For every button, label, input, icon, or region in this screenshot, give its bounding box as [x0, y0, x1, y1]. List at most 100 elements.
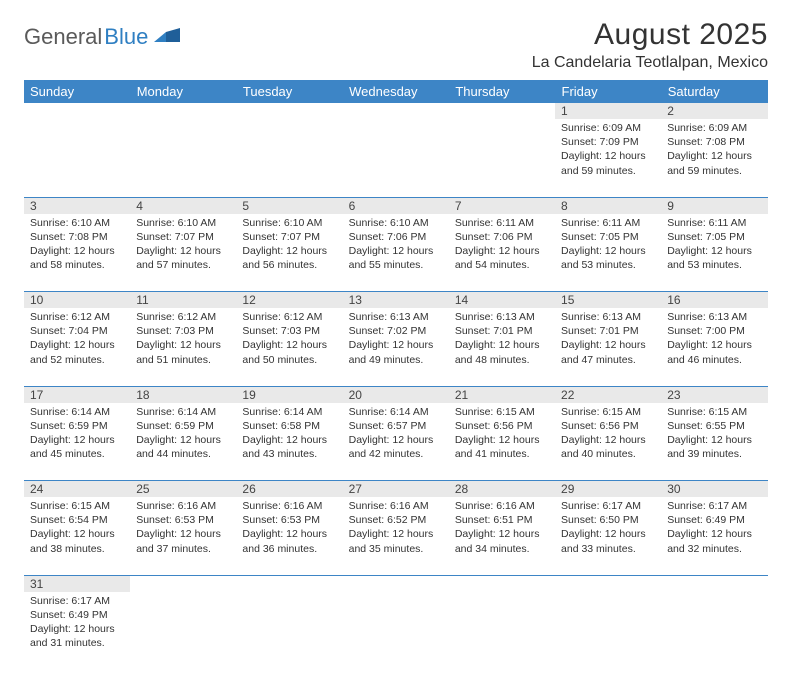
- day-number: 21: [449, 386, 555, 403]
- daylight-text: Daylight: 12 hours and 42 minutes.: [349, 433, 443, 461]
- day-number: 20: [343, 386, 449, 403]
- day-number: 9: [661, 197, 767, 214]
- day-cell: Sunrise: 6:16 AMSunset: 6:53 PMDaylight:…: [236, 497, 342, 575]
- cell-inner: Sunrise: 6:15 AMSunset: 6:56 PMDaylight:…: [449, 403, 555, 466]
- day-cell: Sunrise: 6:15 AMSunset: 6:55 PMDaylight:…: [661, 403, 767, 481]
- title-block: August 2025 La Candelaria Teotlalpan, Me…: [532, 18, 768, 72]
- daylight-text: Daylight: 12 hours and 44 minutes.: [136, 433, 230, 461]
- day-cell: Sunrise: 6:17 AMSunset: 6:50 PMDaylight:…: [555, 497, 661, 575]
- daylight-text: Daylight: 12 hours and 43 minutes.: [242, 433, 336, 461]
- sunset-text: Sunset: 7:05 PM: [561, 230, 655, 244]
- cell-inner: Sunrise: 6:10 AMSunset: 7:08 PMDaylight:…: [24, 214, 130, 277]
- sunset-text: Sunset: 7:08 PM: [30, 230, 124, 244]
- day-number: [130, 575, 236, 592]
- sunset-text: Sunset: 6:54 PM: [30, 513, 124, 527]
- sunrise-text: Sunrise: 6:13 AM: [667, 310, 761, 324]
- daylight-text: Daylight: 12 hours and 37 minutes.: [136, 527, 230, 555]
- daynum-row: 24252627282930: [24, 481, 768, 498]
- day-cell: Sunrise: 6:16 AMSunset: 6:52 PMDaylight:…: [343, 497, 449, 575]
- dayhead-mon: Monday: [130, 80, 236, 103]
- cell-inner: Sunrise: 6:16 AMSunset: 6:51 PMDaylight:…: [449, 497, 555, 560]
- sunset-text: Sunset: 6:57 PM: [349, 419, 443, 433]
- daylight-text: Daylight: 12 hours and 46 minutes.: [667, 338, 761, 366]
- day-content-row: Sunrise: 6:09 AMSunset: 7:09 PMDaylight:…: [24, 119, 768, 197]
- daylight-text: Daylight: 12 hours and 45 minutes.: [30, 433, 124, 461]
- sunset-text: Sunset: 6:49 PM: [667, 513, 761, 527]
- sunrise-text: Sunrise: 6:16 AM: [455, 499, 549, 513]
- day-cell: Sunrise: 6:17 AMSunset: 6:49 PMDaylight:…: [24, 592, 130, 670]
- sunrise-text: Sunrise: 6:14 AM: [30, 405, 124, 419]
- dayhead-sat: Saturday: [661, 80, 767, 103]
- daylight-text: Daylight: 12 hours and 40 minutes.: [561, 433, 655, 461]
- day-number: 3: [24, 197, 130, 214]
- day-cell: Sunrise: 6:17 AMSunset: 6:49 PMDaylight:…: [661, 497, 767, 575]
- day-cell: Sunrise: 6:10 AMSunset: 7:06 PMDaylight:…: [343, 214, 449, 292]
- day-number: 31: [24, 575, 130, 592]
- day-cell: [236, 119, 342, 197]
- day-cell: Sunrise: 6:13 AMSunset: 7:00 PMDaylight:…: [661, 308, 767, 386]
- daylight-text: Daylight: 12 hours and 49 minutes.: [349, 338, 443, 366]
- daynum-row: 10111213141516: [24, 292, 768, 309]
- cell-inner: Sunrise: 6:16 AMSunset: 6:53 PMDaylight:…: [130, 497, 236, 560]
- sunset-text: Sunset: 7:01 PM: [561, 324, 655, 338]
- daylight-text: Daylight: 12 hours and 56 minutes.: [242, 244, 336, 272]
- day-cell: Sunrise: 6:11 AMSunset: 7:06 PMDaylight:…: [449, 214, 555, 292]
- day-number: 12: [236, 292, 342, 309]
- day-number: 25: [130, 481, 236, 498]
- dayhead-tue: Tuesday: [236, 80, 342, 103]
- sunrise-text: Sunrise: 6:17 AM: [667, 499, 761, 513]
- day-number: 22: [555, 386, 661, 403]
- dayhead-thu: Thursday: [449, 80, 555, 103]
- day-cell: Sunrise: 6:16 AMSunset: 6:53 PMDaylight:…: [130, 497, 236, 575]
- daylight-text: Daylight: 12 hours and 59 minutes.: [561, 149, 655, 177]
- sunrise-text: Sunrise: 6:10 AM: [242, 216, 336, 230]
- day-number: 1: [555, 103, 661, 119]
- sunset-text: Sunset: 7:07 PM: [242, 230, 336, 244]
- sunset-text: Sunset: 6:59 PM: [30, 419, 124, 433]
- day-cell: [24, 119, 130, 197]
- day-cell: Sunrise: 6:11 AMSunset: 7:05 PMDaylight:…: [555, 214, 661, 292]
- daynum-row: 17181920212223: [24, 386, 768, 403]
- sunrise-text: Sunrise: 6:11 AM: [561, 216, 655, 230]
- sunrise-text: Sunrise: 6:12 AM: [30, 310, 124, 324]
- day-number: 29: [555, 481, 661, 498]
- sunset-text: Sunset: 7:06 PM: [455, 230, 549, 244]
- day-number: 28: [449, 481, 555, 498]
- day-cell: Sunrise: 6:14 AMSunset: 6:58 PMDaylight:…: [236, 403, 342, 481]
- sunset-text: Sunset: 7:00 PM: [667, 324, 761, 338]
- day-number: 19: [236, 386, 342, 403]
- day-cell: Sunrise: 6:13 AMSunset: 7:02 PMDaylight:…: [343, 308, 449, 386]
- day-number: 15: [555, 292, 661, 309]
- daylight-text: Daylight: 12 hours and 39 minutes.: [667, 433, 761, 461]
- sunrise-text: Sunrise: 6:13 AM: [455, 310, 549, 324]
- daylight-text: Daylight: 12 hours and 32 minutes.: [667, 527, 761, 555]
- sunset-text: Sunset: 6:51 PM: [455, 513, 549, 527]
- cell-inner: Sunrise: 6:17 AMSunset: 6:49 PMDaylight:…: [661, 497, 767, 560]
- day-cell: [661, 592, 767, 670]
- cell-inner: Sunrise: 6:14 AMSunset: 6:58 PMDaylight:…: [236, 403, 342, 466]
- logo-text-general: General: [24, 24, 102, 50]
- day-number: 4: [130, 197, 236, 214]
- sunset-text: Sunset: 6:55 PM: [667, 419, 761, 433]
- cell-inner: Sunrise: 6:14 AMSunset: 6:59 PMDaylight:…: [130, 403, 236, 466]
- day-header-row: Sunday Monday Tuesday Wednesday Thursday…: [24, 80, 768, 103]
- day-number: 23: [661, 386, 767, 403]
- dayhead-sun: Sunday: [24, 80, 130, 103]
- sunset-text: Sunset: 6:56 PM: [455, 419, 549, 433]
- day-number: 14: [449, 292, 555, 309]
- day-cell: [130, 119, 236, 197]
- cell-inner: Sunrise: 6:16 AMSunset: 6:52 PMDaylight:…: [343, 497, 449, 560]
- sunrise-text: Sunrise: 6:14 AM: [242, 405, 336, 419]
- day-number: 7: [449, 197, 555, 214]
- cell-inner: Sunrise: 6:13 AMSunset: 7:02 PMDaylight:…: [343, 308, 449, 371]
- day-number: 18: [130, 386, 236, 403]
- sunset-text: Sunset: 7:02 PM: [349, 324, 443, 338]
- sunrise-text: Sunrise: 6:11 AM: [455, 216, 549, 230]
- sunrise-text: Sunrise: 6:10 AM: [30, 216, 124, 230]
- day-cell: Sunrise: 6:10 AMSunset: 7:07 PMDaylight:…: [130, 214, 236, 292]
- sunset-text: Sunset: 6:56 PM: [561, 419, 655, 433]
- sunset-text: Sunset: 7:08 PM: [667, 135, 761, 149]
- sunset-text: Sunset: 7:07 PM: [136, 230, 230, 244]
- cell-inner: Sunrise: 6:15 AMSunset: 6:56 PMDaylight:…: [555, 403, 661, 466]
- sunrise-text: Sunrise: 6:15 AM: [561, 405, 655, 419]
